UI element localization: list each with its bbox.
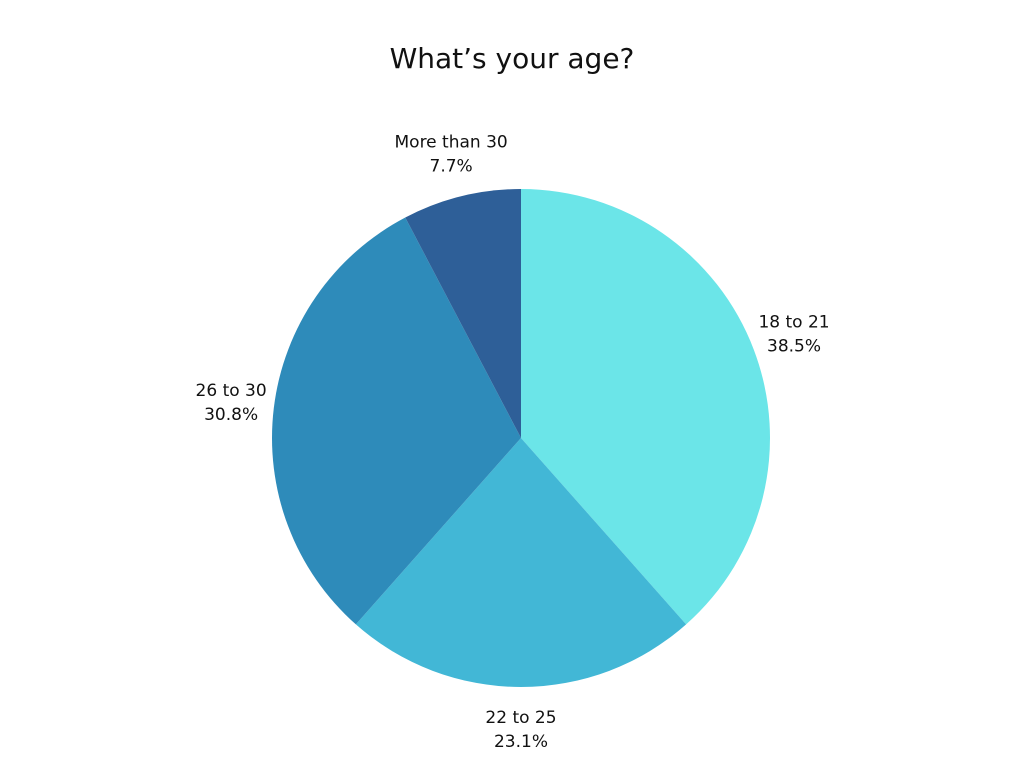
slice-label: 22 to 25 [485,708,556,728]
value-label: 38.5% [767,336,821,356]
pie-slice [405,189,521,438]
pie-slice [272,217,521,625]
value-label: 7.7% [430,156,473,176]
slice-label: 26 to 30 [196,381,267,401]
slice-label: 18 to 21 [758,312,829,332]
value-label: 30.8% [204,405,258,425]
chart-title: What’s your age? [390,42,635,75]
pie-slice [355,438,687,687]
value-label: 23.1% [494,732,548,752]
pie-slice [521,189,770,625]
slice-label: More than 30 [395,132,508,152]
